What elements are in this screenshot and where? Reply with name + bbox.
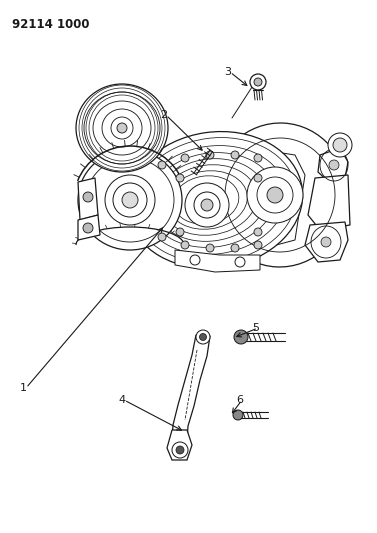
Polygon shape (318, 148, 348, 183)
Text: 3: 3 (224, 67, 231, 77)
Circle shape (190, 255, 200, 265)
Circle shape (206, 244, 214, 252)
Circle shape (196, 330, 210, 344)
Circle shape (231, 244, 239, 252)
Polygon shape (78, 215, 100, 240)
Circle shape (185, 183, 229, 227)
Circle shape (117, 123, 127, 133)
Polygon shape (78, 178, 98, 220)
Circle shape (181, 241, 189, 249)
Polygon shape (175, 250, 260, 272)
Circle shape (328, 133, 352, 157)
Circle shape (250, 74, 266, 90)
Polygon shape (305, 222, 348, 262)
Ellipse shape (76, 84, 168, 172)
Text: 2: 2 (160, 110, 167, 120)
Circle shape (181, 154, 189, 162)
Circle shape (206, 151, 214, 159)
Circle shape (254, 78, 262, 86)
Polygon shape (172, 335, 210, 442)
Circle shape (176, 228, 184, 236)
Circle shape (329, 160, 339, 170)
Circle shape (233, 410, 243, 420)
Circle shape (158, 161, 166, 169)
Circle shape (247, 167, 303, 223)
Ellipse shape (212, 123, 348, 267)
Circle shape (254, 241, 262, 249)
Circle shape (333, 138, 347, 152)
Polygon shape (308, 175, 350, 230)
Circle shape (83, 192, 93, 202)
Circle shape (158, 233, 166, 241)
Circle shape (122, 192, 138, 208)
Circle shape (176, 174, 184, 182)
Circle shape (235, 257, 245, 267)
Circle shape (234, 330, 248, 344)
Circle shape (199, 334, 207, 341)
Circle shape (254, 154, 262, 162)
Circle shape (194, 192, 220, 218)
Circle shape (83, 223, 93, 233)
Circle shape (105, 175, 155, 225)
Circle shape (321, 237, 331, 247)
Circle shape (176, 446, 184, 454)
Circle shape (113, 183, 147, 217)
Circle shape (111, 117, 133, 139)
Text: 92114 1000: 92114 1000 (12, 18, 89, 31)
Circle shape (254, 174, 262, 182)
Circle shape (231, 151, 239, 159)
Text: 1: 1 (20, 383, 27, 393)
Text: 5: 5 (252, 323, 259, 333)
Circle shape (254, 228, 262, 236)
Text: 4: 4 (118, 395, 125, 405)
Polygon shape (140, 148, 305, 252)
Polygon shape (167, 430, 192, 460)
Ellipse shape (78, 150, 182, 250)
Circle shape (267, 187, 283, 203)
Text: 6: 6 (236, 395, 243, 405)
Circle shape (172, 442, 188, 458)
Circle shape (201, 199, 213, 211)
Ellipse shape (127, 132, 303, 269)
